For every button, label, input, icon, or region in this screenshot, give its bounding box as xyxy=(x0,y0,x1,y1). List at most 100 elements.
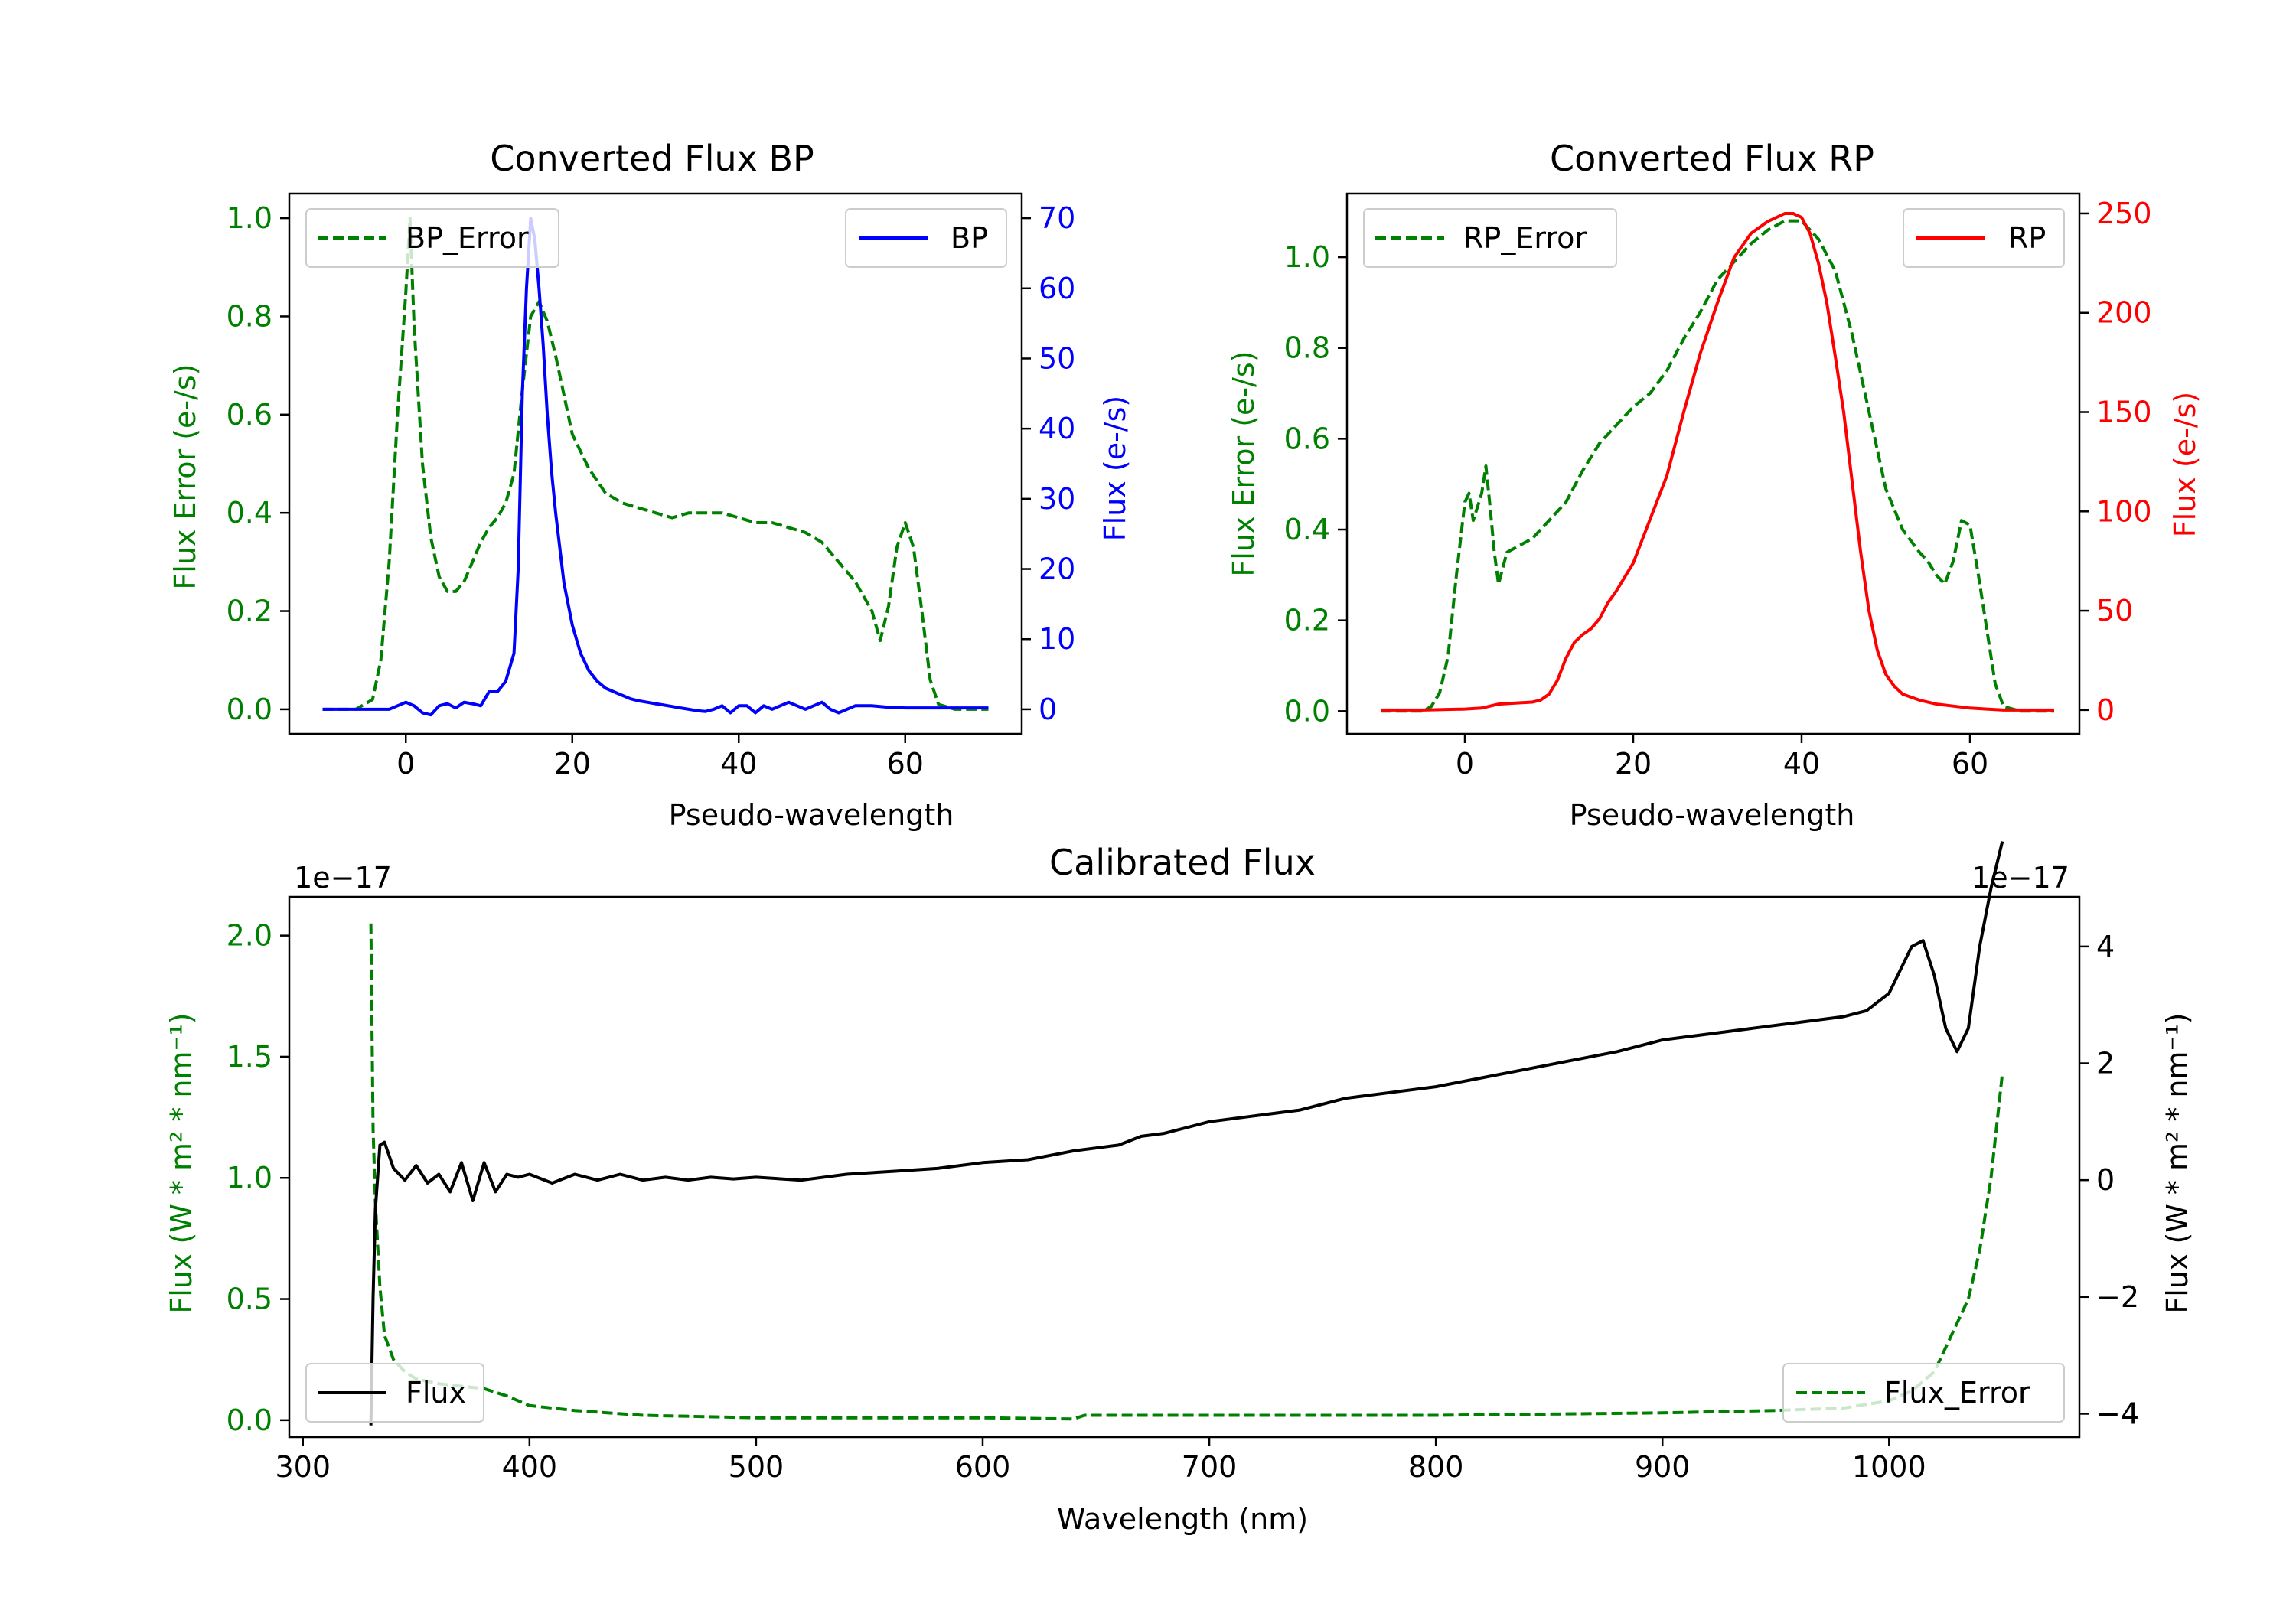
chart-bp-ylabel-right: Flux (e-/s) xyxy=(1098,396,1132,541)
right-tick-label: 200 xyxy=(2096,296,2152,330)
chart-bp-ylabel-left: Flux Error (e-/s) xyxy=(168,363,202,589)
left-tick-label: 0.0 xyxy=(1284,694,1330,728)
right-tick-label: 20 xyxy=(1039,553,1075,586)
chart-bp-left-ticks: 0.0 0.2 0.4 0.6 0.8 1.0 xyxy=(227,201,289,726)
chart-bp-xlabel: Pseudo-wavelength xyxy=(669,798,954,832)
chart-cal-ylabel-right: Flux (W * m² * nm⁻¹) xyxy=(2161,1012,2194,1313)
x-tick-label: 500 xyxy=(729,1450,784,1484)
chart-bp-legend-left-box xyxy=(305,208,559,268)
chart-rp-legend-left-label: RP_Error xyxy=(1463,221,1587,255)
left-tick-label: 0.2 xyxy=(1284,604,1330,637)
right-tick-label: 50 xyxy=(1039,341,1075,375)
left-tick-label: 0.4 xyxy=(227,496,272,530)
chart-rp-ylabel-left: Flux Error (e-/s) xyxy=(1227,350,1261,576)
chart-bp-legend-left-label: BP_Error xyxy=(406,221,529,255)
x-tick-label: 40 xyxy=(720,747,757,781)
x-tick-label: 1000 xyxy=(1852,1450,1926,1484)
right-tick-label: 250 xyxy=(2096,197,2152,230)
chart-rp-series-rp-error xyxy=(1381,219,2054,713)
chart-rp-right-ticks: 0 50 100 150 200 250 xyxy=(2079,197,2152,727)
chart-cal-left-ticks: 0.0 0.5 1.0 1.5 2.0 xyxy=(227,919,289,1437)
x-tick-label: 400 xyxy=(502,1450,558,1484)
chart-cal-xlabel: Wavelength (nm) xyxy=(1057,1502,1308,1536)
chart-bp-legend-right: BP xyxy=(845,208,1007,268)
chart-cal-legend-left-box xyxy=(305,1363,484,1423)
left-tick-label: 0.2 xyxy=(227,595,272,628)
chart-rp-series-rp xyxy=(1381,212,2054,712)
right-tick-label: 0 xyxy=(2096,693,2115,727)
left-tick-label: 1.5 xyxy=(227,1040,272,1074)
chart-bp-x-ticks: 0 20 40 60 xyxy=(396,734,924,781)
left-tick-label: 0.0 xyxy=(227,693,272,726)
chart-cal-right-ticks: −4 −2 0 2 4 xyxy=(2079,930,2139,1430)
chart-bp: Converted Flux BP Pseudo-wavelength Flux… xyxy=(168,138,1132,832)
chart-cal: Calibrated Flux 1e−17 1e−17 Wavelength (… xyxy=(165,841,2194,1536)
chart-bp-title: Converted Flux BP xyxy=(490,138,814,179)
left-tick-label: 1.0 xyxy=(227,1161,272,1195)
x-tick-label: 600 xyxy=(955,1450,1011,1484)
chart-cal-series-flux xyxy=(369,841,2004,1426)
x-tick-label: 0 xyxy=(396,747,415,781)
chart-rp-legend-right: RP xyxy=(1903,208,2065,268)
chart-cal-legend-right: Flux_Error xyxy=(1782,1363,2065,1423)
chart-bp-series-bp-error xyxy=(322,217,989,711)
chart-cal-x-ticks: 300 400 500 600 700 800 900 1000 xyxy=(275,1437,1926,1484)
right-tick-label: 60 xyxy=(1039,272,1075,305)
left-tick-label: 0.5 xyxy=(227,1283,272,1316)
chart-rp-frame xyxy=(1345,192,2081,735)
left-tick-label: 1.0 xyxy=(227,201,272,235)
right-tick-label: 2 xyxy=(2096,1047,2115,1081)
chart-cal-title: Calibrated Flux xyxy=(1049,842,1316,883)
left-tick-label: 2.0 xyxy=(227,919,272,953)
x-tick-label: 800 xyxy=(1408,1450,1464,1484)
chart-cal-legend-right-box xyxy=(1782,1363,2065,1423)
chart-rp-xlabel: Pseudo-wavelength xyxy=(1570,798,1855,832)
right-tick-label: 70 xyxy=(1039,201,1075,235)
chart-bp-legend-left: BP_Error xyxy=(305,208,559,268)
x-tick-label: 700 xyxy=(1182,1450,1238,1484)
right-tick-label: 4 xyxy=(2096,930,2115,963)
right-tick-label: 50 xyxy=(2096,594,2133,627)
chart-rp-legend-right-label: RP xyxy=(2008,221,2046,255)
right-tick-label: 30 xyxy=(1039,482,1075,516)
x-tick-label: 60 xyxy=(887,747,924,781)
left-tick-label: 0.4 xyxy=(1284,513,1330,546)
chart-cal-frame xyxy=(288,895,2081,1439)
right-tick-label: 10 xyxy=(1039,622,1075,656)
chart-rp-ylabel-right: Flux (e-/s) xyxy=(2168,392,2202,537)
chart-cal-legend-left: Flux xyxy=(305,1363,484,1423)
x-tick-label: 0 xyxy=(1456,747,1474,781)
chart-rp-left-ticks: 0.0 0.2 0.4 0.6 0.8 1.0 xyxy=(1284,240,1347,728)
right-tick-label: 150 xyxy=(2096,396,2152,429)
x-tick-label: 60 xyxy=(1952,747,1988,781)
chart-cal-offset-right: 1e−17 xyxy=(1971,861,2069,895)
chart-bp-frame xyxy=(288,192,1023,735)
chart-cal-legend-left-label: Flux xyxy=(406,1376,466,1410)
x-tick-label: 300 xyxy=(275,1450,331,1484)
chart-rp-title: Converted Flux RP xyxy=(1550,138,1874,179)
x-tick-label: 900 xyxy=(1635,1450,1691,1484)
left-tick-label: 0.0 xyxy=(227,1403,272,1437)
chart-cal-offset-left: 1e−17 xyxy=(294,861,392,895)
chart-cal-legend-right-label: Flux_Error xyxy=(1884,1376,2030,1410)
chart-rp: Converted Flux RP Pseudo-wavelength Flux… xyxy=(1227,138,2202,832)
left-tick-label: 0.6 xyxy=(1284,422,1330,455)
right-tick-label: 0 xyxy=(2096,1163,2115,1197)
chart-cal-ylabel-left: Flux (W * m² * nm⁻¹) xyxy=(165,1012,198,1313)
right-tick-label: −2 xyxy=(2096,1280,2139,1314)
chart-bp-series-bp xyxy=(322,217,989,717)
chart-bp-right-ticks: 0 10 20 30 40 50 60 70 xyxy=(1022,201,1075,726)
right-tick-label: −4 xyxy=(2096,1397,2139,1430)
left-tick-label: 0.6 xyxy=(227,398,272,432)
x-tick-label: 40 xyxy=(1783,747,1820,781)
chart-rp-legend-left-box xyxy=(1363,208,1617,268)
right-tick-label: 40 xyxy=(1039,412,1075,445)
chart-rp-legend-left: RP_Error xyxy=(1363,208,1617,268)
right-tick-label: 100 xyxy=(2096,494,2152,528)
left-tick-label: 0.8 xyxy=(1284,331,1330,365)
chart-bp-legend-right-label: BP xyxy=(951,221,988,255)
right-tick-label: 0 xyxy=(1039,693,1057,726)
x-tick-label: 20 xyxy=(1615,747,1652,781)
x-tick-label: 20 xyxy=(554,747,591,781)
